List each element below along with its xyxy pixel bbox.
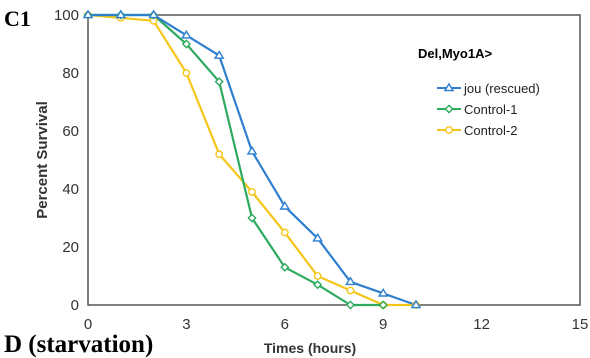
data-point [82,9,94,19]
x-axis-ticks: 0 3 6 9 12 15 [84,316,589,333]
data-point [246,145,258,155]
y-tick-label: 100 [54,7,79,24]
y-axis-title: Percent Survival [34,101,51,219]
legend-items: jou (rescued) Control-1 Control-2 [437,81,540,138]
data-point [115,9,127,19]
data-point [280,262,290,272]
data-point [346,286,355,295]
plot-frame [87,14,581,306]
legend-label: Control-2 [464,123,517,138]
data-point [148,9,159,19]
series-line [87,13,416,307]
data-point [313,280,323,290]
data-point [214,77,224,87]
legend-marker [443,82,455,92]
y-tick-label: 40 [62,181,79,198]
legend-label: Control-1 [464,102,517,117]
data-point [313,272,322,280]
data-point [247,213,257,223]
data-point [182,69,191,77]
legend: Del,Myo1A> jou (rescued) Control-1 Control… [418,46,540,138]
data-point [213,50,225,59]
x-tick-label: 12 [473,316,490,333]
data-point [215,150,224,159]
x-tick-label: 9 [379,316,387,333]
data-point [280,228,289,237]
data-point [312,232,323,242]
data-point [248,187,256,196]
legend-marker [444,104,454,114]
data-point [345,276,356,286]
data-point [378,300,388,310]
y-tick-label: 60 [62,123,79,140]
x-tick-label: 3 [182,316,190,333]
series-layer [82,9,422,310]
panel-label-c1: C1 [4,6,31,31]
data-point [345,300,355,310]
series-line [88,13,417,307]
y-tick-label: 80 [62,65,79,82]
data-point [181,39,191,49]
y-axis-ticks: 0 20 40 60 80 100 [54,7,79,314]
series-line [88,13,384,307]
data-point [410,299,422,309]
panel-label-d: D (starvation) [4,331,153,358]
data-point [181,29,192,39]
data-point [279,200,291,210]
data-point [377,287,389,297]
legend-label: jou (rescued) [463,81,540,96]
y-tick-label: 20 [62,239,79,256]
x-tick-label: 0 [84,316,92,333]
legend-title: Del,Myo1A> [418,46,492,61]
x-tick-label: 6 [281,316,289,333]
x-axis-title: Times (hours) [264,340,356,356]
y-tick-label: 0 [71,297,79,314]
legend-marker [445,126,453,134]
x-tick-label: 15 [572,316,589,333]
